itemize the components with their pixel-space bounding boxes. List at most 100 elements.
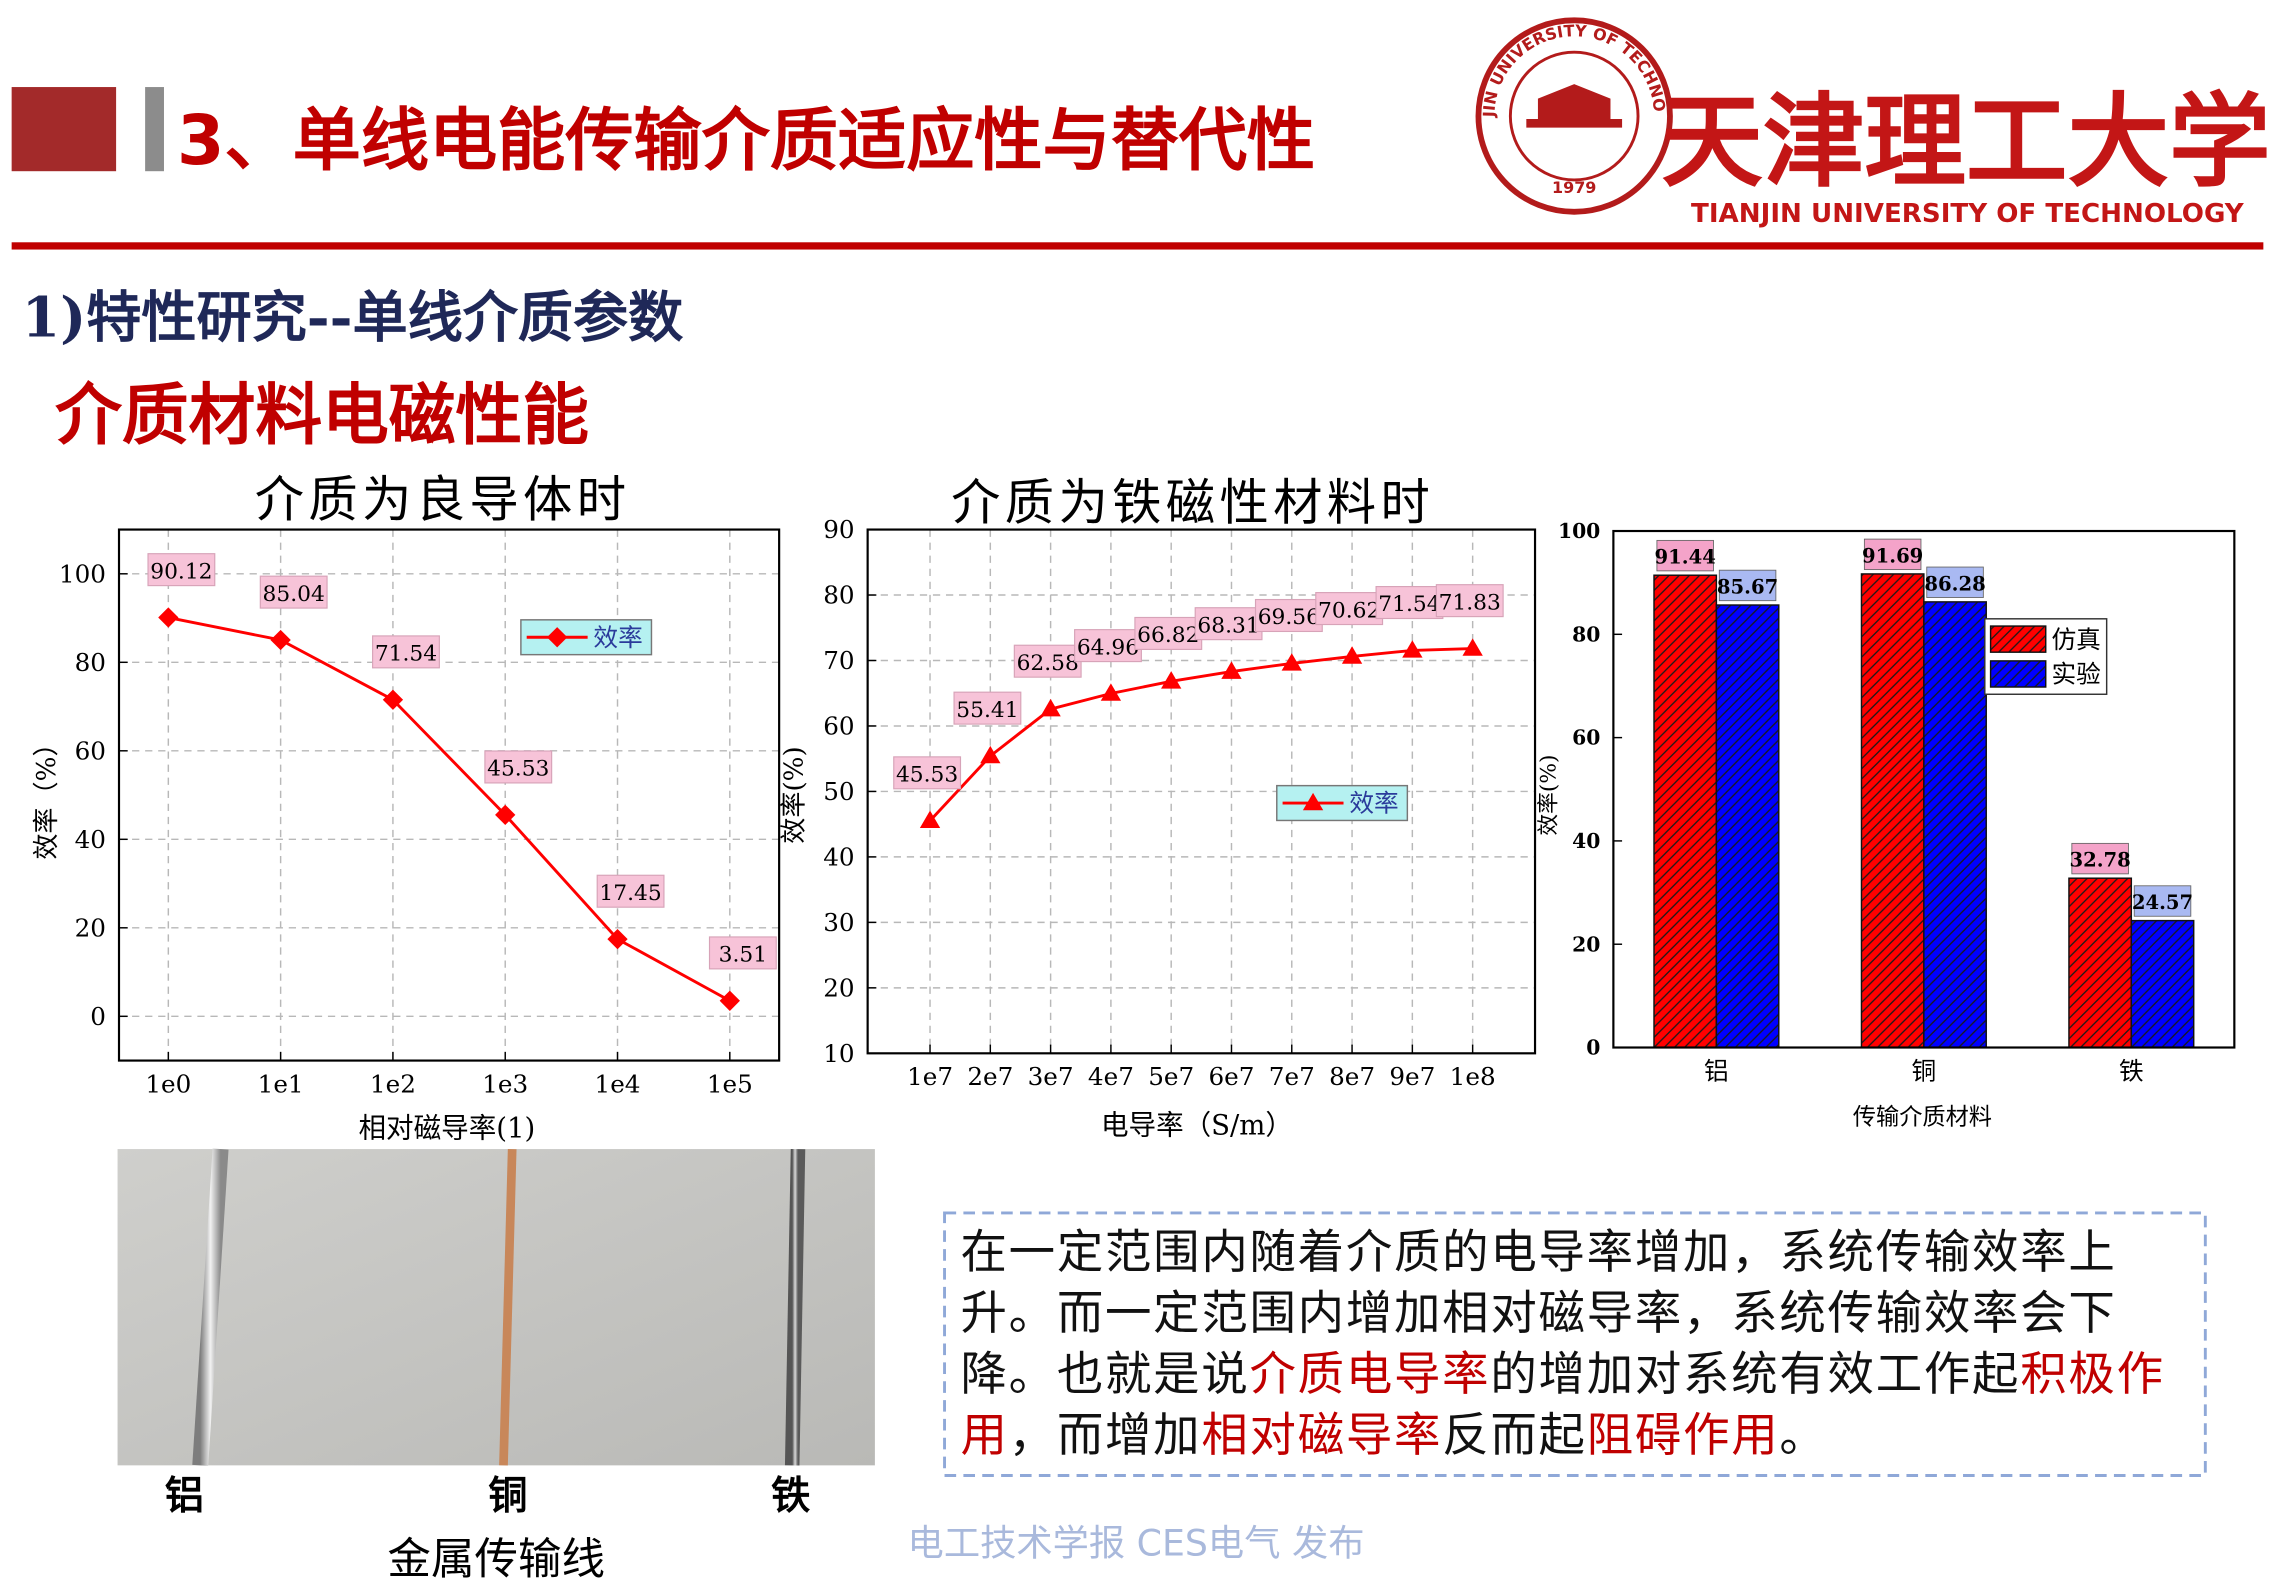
subsection-title: 介质材料电磁性能 [55,375,589,454]
legend-marker [1302,792,1324,811]
x-tick-label: 1e1 [258,1069,304,1098]
series-line [168,616,731,1003]
wire-aluminum [192,1148,229,1466]
data-label: 17.45 [599,881,661,906]
header-title: 3、单线电能传输介质适应性与替代性 [177,102,1315,181]
x-tick-label: 8e7 [1329,1062,1375,1091]
x-tick-label: 2e7 [967,1062,1013,1091]
header-block [11,87,117,172]
marker [1462,638,1483,656]
data-label-box [1194,607,1263,641]
note-highlight: 积极作用 [960,1346,2165,1463]
marker [158,607,179,628]
x-tick-label: 1e4 [595,1069,641,1098]
legend-label: 效率 [593,623,642,652]
data-label: 45.53 [487,757,549,782]
y-tick-label: 20 [75,913,106,942]
bar [1715,604,1780,1049]
y-tick-label: 30 [823,908,854,937]
y-tick-label: 20 [1572,932,1600,956]
chart-title: 介质为铁磁性材料时 [951,473,1434,531]
data-label-box [2071,842,2129,875]
y-tick-label: 10 [823,1039,854,1068]
note: 在一定范围内随着介质的电导率增加，系统传输效率上升。而一定范围内增加相对磁导率，… [960,1222,2196,1466]
bar [2130,919,2195,1049]
x-tick-label: 1e3 [482,1069,528,1098]
marker [1161,671,1182,689]
x-tick-label: 3e7 [1028,1062,1074,1091]
data-label: 71.54 [375,642,437,667]
y-axis-label: 效率(%) [779,746,809,843]
marker [1341,646,1363,664]
x-tick-label: 1e7 [907,1062,953,1091]
marker [719,990,740,1011]
note-highlight: 阻碍作用 [1586,1407,1780,1463]
data-label-box [953,691,1022,725]
x-tick-label: 1e0 [145,1069,191,1098]
marker [1281,653,1302,671]
data-label-box [372,635,440,669]
x-tick-label: 铜 [1912,1056,1937,1085]
data-label: 64.96 [1077,635,1139,660]
data-label: 85.67 [1717,575,1778,598]
legend-label: 效率 [1349,789,1398,818]
bar [1860,573,1925,1049]
plot-frame [117,528,781,1062]
y-tick-label: 100 [1558,519,1600,543]
x-tick-label: 1e5 [707,1069,753,1098]
seal-year: 1979 [1552,178,1596,197]
marker [607,928,628,950]
chart-title: 介质为良导体时 [255,471,631,529]
y-tick-label: 100 [59,559,106,588]
legend-label: 实验 [2052,660,2102,689]
y-tick-label: 90 [823,515,854,544]
x-tick-label: 铝 [1704,1056,1729,1085]
x-tick-label: 9e7 [1389,1062,1435,1091]
x-tick-label: 1e8 [1450,1062,1496,1091]
data-label: 71.83 [1439,590,1501,615]
marker [1040,698,1061,717]
bar [1653,574,1718,1049]
header-rule [11,242,2264,250]
photo [117,1148,875,1466]
note-box [943,1211,2207,1477]
plot-frame [866,528,1537,1055]
watermark: 电工技术学报 CES电气 发布 [908,1521,1365,1564]
legend-swatch [1989,660,2047,688]
photo-background [117,1149,875,1466]
wire-copper [499,1148,517,1466]
data-label: 62.58 [1017,651,1079,676]
marker [980,745,1001,764]
marker [1402,640,1423,658]
x-axis-label: 相对磁导率(1) [359,1112,536,1144]
wire-iron [784,1148,806,1466]
marker [270,629,291,651]
data-label: 91.44 [1655,546,1716,569]
data-label-box [1863,538,1922,571]
data-label-box [1013,644,1082,678]
section-title: 1)特性研究--单线介质参数 [22,286,684,351]
photo-label: 铜 [488,1474,527,1519]
data-label: 69.56 [1258,605,1320,630]
y-tick-label: 40 [1572,829,1600,853]
note-text: 在一定范围内随着介质的电导率增加，系统传输效率上升。而一定范围内增加相对磁导率，… [960,1222,2196,1466]
note-highlight: 相对磁导率 [1201,1407,1443,1463]
y-tick-label: 0 [1586,1036,1600,1060]
data-label-box [1134,616,1203,650]
data-label: 90.12 [150,559,212,584]
data-label-box [2133,885,2192,917]
x-axis-label: 电导率（S/m） [1101,1110,1293,1142]
note-segment: ，而增加 [1008,1407,1202,1463]
note-segment: 的增加对系统有效工作起 [1490,1346,2021,1402]
data-label-box [484,750,553,784]
data-label-box [147,553,216,587]
marker [495,804,516,826]
marker [919,810,941,828]
y-axis-label: 效率(%) [1536,754,1561,835]
y-tick-label: 80 [75,648,106,677]
series-line [928,647,1473,822]
legend-swatch [1989,625,2047,653]
